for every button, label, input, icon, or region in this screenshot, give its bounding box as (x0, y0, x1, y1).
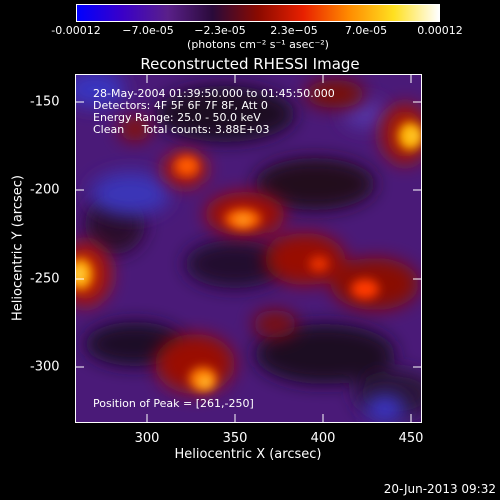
colorbar-tick: 0.00012 (417, 24, 463, 37)
y-axis-label: Heliocentric Y (arcsec) (10, 175, 26, 321)
x-tick-label: 400 (310, 431, 336, 446)
image-plot-area: 28-May-2004 01:39:50.000 to 01:45:50.000… (75, 74, 422, 423)
clean-counts-label: Clean Total counts: 3.88E+03 (93, 123, 270, 136)
x-axis-label: Heliocentric X (arcsec) (174, 447, 322, 462)
timestamp-footer: 20-Jun-2013 09:32 (383, 482, 496, 496)
colorbar-units: (photons cm⁻² s⁻¹ asec⁻²) (187, 38, 329, 51)
y-tick-label: -300 (30, 359, 60, 375)
red-regions (75, 80, 422, 394)
colorbar (76, 4, 440, 22)
peak-cores (75, 130, 418, 387)
time-range-label: 28-May-2004 01:39:50.000 to 01:45:50.000 (93, 87, 335, 100)
colorbar-tick: 2.3e−05 (270, 24, 318, 37)
x-tick-label: 300 (134, 431, 160, 446)
plot-frame (75, 74, 422, 423)
detectors-label: Detectors: 4F 5F 6F 7F 8F, Att 0 (93, 99, 268, 112)
colorbar-tick: −7.0e-05 (122, 24, 174, 37)
axis-ticks (75, 74, 422, 423)
hxr-map (75, 74, 422, 423)
image-title: Reconstructed RHESSI Image (140, 55, 360, 73)
energy-range-label: Energy Range: 25.0 - 50.0 keV (93, 111, 261, 124)
x-tick-label: 350 (222, 431, 248, 446)
colorbar-tick: -0.00012 (51, 24, 101, 37)
x-tick-label: 450 (398, 431, 424, 446)
y-tick-label: -150 (30, 94, 60, 110)
colorbar-tick: 7.0e-05 (344, 24, 388, 37)
peak-position-label: Position of Peak = [261,-250] (93, 397, 254, 410)
colorbar-tick: −2.3e-05 (194, 24, 246, 37)
y-tick-label: -200 (30, 182, 60, 198)
y-tick-label: -250 (30, 271, 60, 287)
